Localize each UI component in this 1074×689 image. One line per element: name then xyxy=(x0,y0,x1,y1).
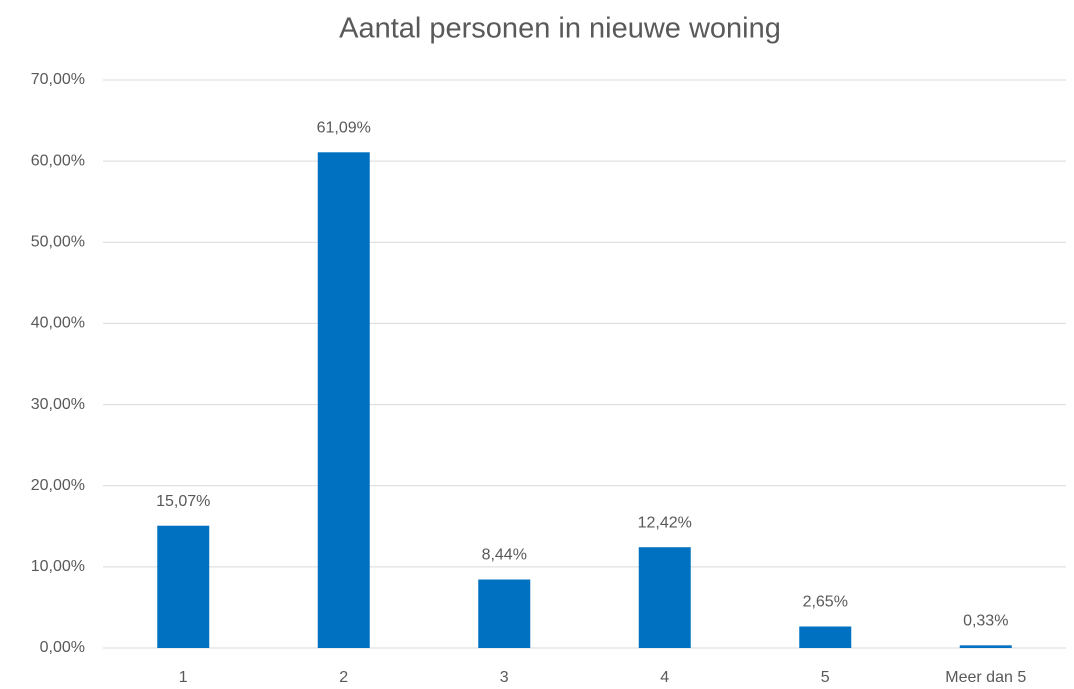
value-label: 15,07% xyxy=(156,493,210,510)
y-tick-label: 70,00% xyxy=(31,71,85,88)
y-tick-label: 40,00% xyxy=(31,315,85,332)
value-label: 61,09% xyxy=(317,120,371,137)
bar xyxy=(478,579,531,648)
y-tick-label: 60,00% xyxy=(31,152,85,169)
x-tick-label: 5 xyxy=(821,669,830,686)
bar xyxy=(799,626,852,648)
value-label: 0,33% xyxy=(963,613,1008,630)
y-tick-label: 20,00% xyxy=(31,477,85,494)
bar xyxy=(959,645,1012,648)
x-tick-label: 2 xyxy=(339,669,348,686)
x-tick-label: 4 xyxy=(660,669,669,686)
bar xyxy=(157,525,210,648)
y-tick-label: 30,00% xyxy=(31,396,85,413)
value-label: 2,65% xyxy=(803,594,848,611)
y-tick-label: 0,00% xyxy=(40,639,85,656)
value-label: 8,44% xyxy=(482,547,527,564)
x-tick-label: 1 xyxy=(179,669,188,686)
bar xyxy=(317,152,370,648)
chart-title: Aantal personen in nieuwe woning xyxy=(339,13,781,45)
bar xyxy=(638,547,691,648)
y-tick-label: 50,00% xyxy=(31,234,85,251)
x-tick-label: Meer dan 5 xyxy=(945,669,1026,686)
x-tick-label: 3 xyxy=(500,669,509,686)
y-tick-label: 10,00% xyxy=(31,558,85,575)
value-label: 12,42% xyxy=(638,514,692,531)
